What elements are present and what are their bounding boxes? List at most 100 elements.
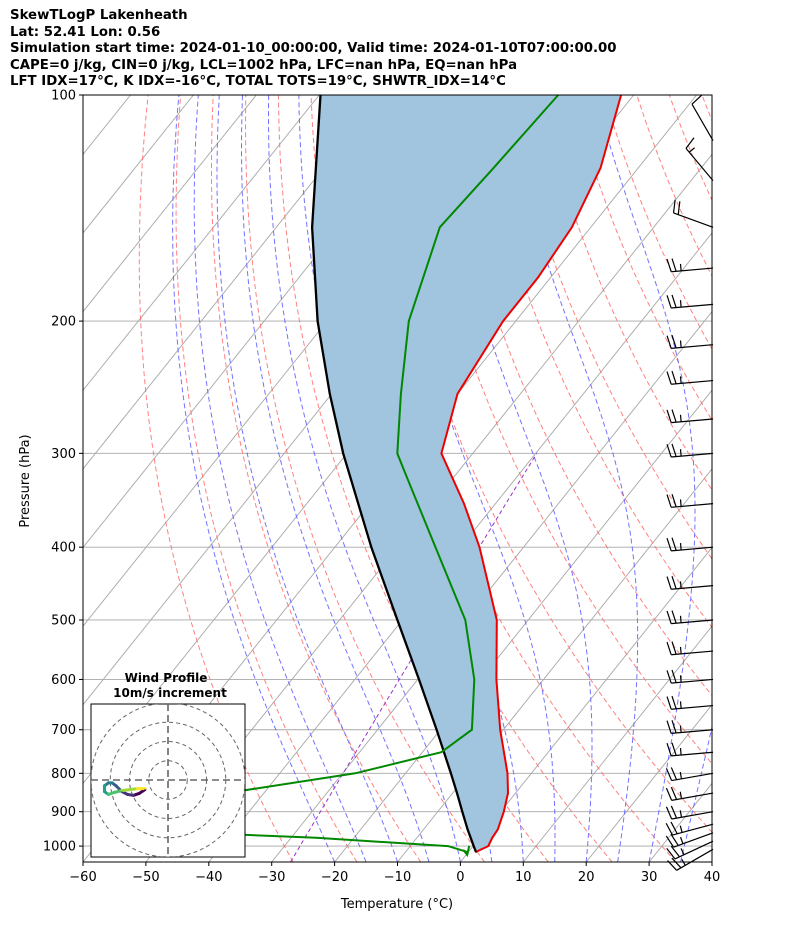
wind-barb-flag xyxy=(670,786,678,800)
temperature-point xyxy=(571,226,573,229)
y-tick-label: 100 xyxy=(51,89,76,104)
x-tick-label: 30 xyxy=(641,870,658,885)
wind-barb-half-flag xyxy=(679,810,683,818)
wind-barb-half-flag xyxy=(679,376,682,384)
wind-barb-flag xyxy=(671,695,677,709)
wind-barb-flag xyxy=(671,537,677,551)
temperature-point xyxy=(499,728,501,731)
hodograph-inset xyxy=(90,703,246,858)
wind-barb-flag xyxy=(666,444,672,458)
temperature-point xyxy=(440,452,443,455)
wind-barb-staff xyxy=(671,267,714,273)
wind-barb-flag xyxy=(666,258,672,272)
wind-barb-half-flag xyxy=(688,147,695,153)
y-tick-label: 500 xyxy=(51,613,76,628)
wind-barb-flag xyxy=(671,258,677,272)
wind-barb-half-flag xyxy=(679,748,682,756)
dry-adiabat xyxy=(138,95,294,862)
hodograph-subtitle: 10m/s increment xyxy=(113,686,227,700)
wind-barb-staff xyxy=(673,832,714,848)
dewpoint-point xyxy=(404,473,407,476)
wind-barb-staff xyxy=(671,418,714,424)
isotherm-line xyxy=(711,861,712,862)
dewpoint-point xyxy=(354,772,357,775)
wind-barb-flag xyxy=(666,670,672,684)
wind-barb xyxy=(666,409,714,424)
x-axis-label: Temperature (°C) xyxy=(340,897,453,912)
wind-barb-flag xyxy=(672,199,676,213)
wind-barb-staff xyxy=(671,452,714,458)
wind-barb xyxy=(665,832,714,848)
hodograph-point xyxy=(107,793,110,796)
wind-barb-staff xyxy=(685,148,714,181)
temperature-point xyxy=(502,810,505,813)
hodograph-point xyxy=(111,781,114,784)
dry-adiabat xyxy=(244,95,485,862)
wind-barb-flag xyxy=(666,576,672,590)
wind-barb-flag xyxy=(666,641,672,655)
wind-barb xyxy=(672,199,714,228)
parcel-point xyxy=(450,772,452,775)
x-tick-label: 10 xyxy=(515,870,532,885)
wind-barb-staff xyxy=(671,772,714,782)
wind-barb-flag xyxy=(671,443,677,457)
temperature-point xyxy=(491,837,494,839)
wind-barb-half-flag xyxy=(679,542,682,551)
wind-barb-half-flag xyxy=(679,791,683,799)
wind-barb-staff xyxy=(671,729,714,734)
temperature-point xyxy=(599,166,602,169)
hodograph-point xyxy=(103,784,106,787)
wind-barb-flag xyxy=(666,409,672,423)
dewpoint-point xyxy=(439,226,441,229)
isotherm-line xyxy=(0,95,68,862)
wind-barb xyxy=(666,493,714,508)
wind-barb-flag xyxy=(671,370,677,384)
wind-barb-flag xyxy=(665,835,675,848)
moist-adiabat xyxy=(432,95,593,862)
surface-dewpoint-marker xyxy=(462,845,471,858)
isotherm-line xyxy=(83,95,320,391)
temperature-point xyxy=(497,828,499,831)
wind-barb-half-flag xyxy=(679,449,682,457)
temperature-point xyxy=(463,502,465,505)
y-tick-label: 800 xyxy=(51,767,76,782)
hodograph-point xyxy=(132,794,135,797)
wind-barb-flag xyxy=(665,822,673,836)
times-line: Simulation start time: 2024-01-10_00:00:… xyxy=(10,41,617,57)
isotherm-line xyxy=(208,232,712,862)
x-tick-label: −60 xyxy=(69,870,96,885)
wind-barb-flag xyxy=(666,720,672,734)
parcel-point xyxy=(342,452,345,455)
wind-barb xyxy=(666,840,714,860)
moist-adiabat xyxy=(711,859,712,862)
wind-barb-flag xyxy=(671,669,677,683)
hodograph-point xyxy=(136,787,139,790)
parcel-point xyxy=(461,810,464,813)
parcel-point xyxy=(329,393,331,395)
hodograph-point xyxy=(128,788,131,791)
wind-barbs xyxy=(665,94,714,871)
x-tick-label: 40 xyxy=(704,870,721,885)
moist-adiabat xyxy=(193,95,367,862)
wind-barb-flag xyxy=(666,371,672,385)
wind-barb xyxy=(666,537,714,552)
parcel-point xyxy=(370,546,373,548)
wind-barb-flag xyxy=(670,845,680,858)
wind-barb-flag xyxy=(671,742,677,756)
wind-barb-staff xyxy=(671,546,714,552)
wind-barb-flag xyxy=(670,833,679,846)
wind-barb xyxy=(666,575,714,590)
parcel-point xyxy=(475,851,477,853)
wind-barb-flag xyxy=(665,768,673,781)
isotherm-line xyxy=(83,95,383,470)
wind-barb-staff xyxy=(671,619,714,625)
dewpoint-point xyxy=(407,320,410,322)
x-tick-label: −10 xyxy=(384,870,411,885)
temperature-point xyxy=(478,546,481,548)
y-tick-label: 1000 xyxy=(43,840,76,855)
x-tick-label: 20 xyxy=(578,870,595,885)
wind-barb xyxy=(666,370,714,385)
temperature-point xyxy=(456,393,459,395)
wind-barb-staff xyxy=(671,585,714,590)
moist-adiabat xyxy=(216,95,398,862)
